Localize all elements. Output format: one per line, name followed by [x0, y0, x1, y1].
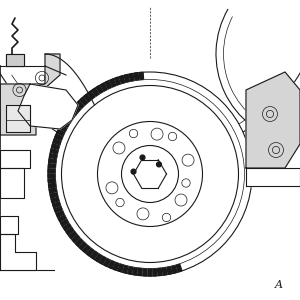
- Polygon shape: [113, 262, 119, 270]
- Polygon shape: [70, 108, 77, 116]
- Polygon shape: [0, 216, 18, 234]
- Polygon shape: [129, 74, 134, 81]
- Polygon shape: [0, 54, 60, 135]
- Polygon shape: [92, 88, 99, 96]
- Polygon shape: [167, 267, 172, 274]
- Polygon shape: [18, 84, 78, 129]
- Polygon shape: [49, 159, 56, 163]
- Polygon shape: [59, 125, 67, 131]
- Polygon shape: [246, 72, 300, 168]
- Polygon shape: [6, 54, 24, 66]
- Polygon shape: [128, 267, 133, 274]
- Polygon shape: [99, 256, 106, 264]
- Polygon shape: [114, 77, 120, 85]
- Polygon shape: [0, 168, 24, 198]
- Polygon shape: [49, 183, 56, 188]
- Polygon shape: [72, 235, 80, 243]
- Circle shape: [157, 162, 161, 167]
- Polygon shape: [246, 168, 300, 186]
- Polygon shape: [48, 169, 55, 173]
- Polygon shape: [52, 202, 60, 208]
- Polygon shape: [50, 193, 58, 198]
- Polygon shape: [0, 234, 36, 270]
- Polygon shape: [61, 220, 68, 226]
- Polygon shape: [49, 188, 57, 193]
- Polygon shape: [139, 72, 143, 80]
- Polygon shape: [153, 269, 157, 276]
- Circle shape: [140, 155, 145, 160]
- Polygon shape: [48, 164, 56, 168]
- Polygon shape: [162, 268, 167, 275]
- Polygon shape: [61, 121, 69, 127]
- Polygon shape: [56, 211, 64, 217]
- Polygon shape: [79, 242, 86, 250]
- Polygon shape: [143, 269, 147, 276]
- Polygon shape: [67, 112, 74, 119]
- Polygon shape: [108, 261, 115, 268]
- Polygon shape: [96, 85, 103, 93]
- Polygon shape: [84, 94, 91, 102]
- Polygon shape: [118, 264, 124, 272]
- Polygon shape: [54, 206, 62, 212]
- Polygon shape: [134, 73, 139, 80]
- Polygon shape: [76, 101, 84, 108]
- Polygon shape: [69, 232, 76, 239]
- Polygon shape: [50, 154, 57, 158]
- Polygon shape: [52, 144, 59, 149]
- Polygon shape: [119, 76, 125, 83]
- Polygon shape: [53, 139, 61, 145]
- Polygon shape: [100, 83, 107, 91]
- Polygon shape: [66, 228, 74, 235]
- Polygon shape: [110, 79, 116, 87]
- Polygon shape: [73, 104, 80, 112]
- Polygon shape: [63, 224, 71, 230]
- Polygon shape: [58, 215, 66, 222]
- Polygon shape: [172, 266, 177, 273]
- Polygon shape: [57, 130, 64, 136]
- Polygon shape: [87, 248, 94, 256]
- Circle shape: [131, 169, 136, 174]
- Circle shape: [61, 85, 239, 262]
- Circle shape: [48, 72, 252, 276]
- Polygon shape: [138, 268, 142, 276]
- Polygon shape: [124, 74, 129, 82]
- Polygon shape: [95, 254, 102, 262]
- Polygon shape: [80, 97, 87, 105]
- Polygon shape: [48, 174, 55, 178]
- Polygon shape: [123, 266, 128, 273]
- Polygon shape: [176, 264, 182, 272]
- Polygon shape: [6, 105, 30, 132]
- Polygon shape: [55, 134, 62, 140]
- Polygon shape: [148, 269, 152, 276]
- Polygon shape: [75, 239, 83, 246]
- Polygon shape: [64, 116, 72, 123]
- Polygon shape: [48, 179, 55, 183]
- Polygon shape: [91, 251, 98, 259]
- Polygon shape: [104, 259, 110, 267]
- Polygon shape: [158, 268, 162, 276]
- Polygon shape: [0, 150, 30, 168]
- Polygon shape: [51, 197, 59, 203]
- Text: A: A: [275, 280, 283, 290]
- Polygon shape: [50, 148, 58, 154]
- Polygon shape: [105, 81, 111, 88]
- Polygon shape: [88, 91, 95, 99]
- Polygon shape: [83, 245, 90, 253]
- Polygon shape: [133, 268, 137, 275]
